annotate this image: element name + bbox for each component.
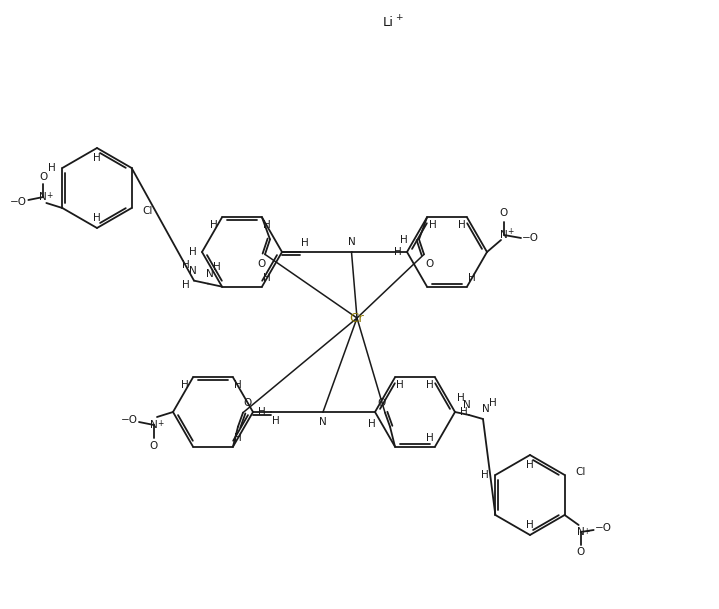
Text: H: H <box>457 393 465 403</box>
Text: H: H <box>263 220 271 230</box>
Text: H: H <box>182 280 190 290</box>
Text: N: N <box>347 237 355 247</box>
Text: O: O <box>577 547 585 557</box>
Text: O: O <box>425 259 433 269</box>
Text: H: H <box>468 273 476 283</box>
Text: −O: −O <box>121 415 137 425</box>
Text: H: H <box>93 153 101 163</box>
Text: H: H <box>93 213 101 223</box>
Text: H: H <box>263 273 271 283</box>
Text: N: N <box>482 404 490 414</box>
Text: H: H <box>189 247 197 257</box>
Text: H: H <box>394 247 402 257</box>
Text: O: O <box>500 208 508 218</box>
Text: N: N <box>40 192 47 202</box>
Text: N: N <box>206 269 214 279</box>
Text: Li: Li <box>383 15 393 29</box>
Text: +: + <box>157 420 163 429</box>
Text: H: H <box>210 220 218 230</box>
Text: H: H <box>48 163 56 173</box>
Text: O: O <box>40 172 47 182</box>
Text: H: H <box>400 235 408 245</box>
Text: −O: −O <box>10 197 27 207</box>
Text: +: + <box>583 527 590 535</box>
Text: H: H <box>181 381 189 390</box>
Text: N: N <box>150 420 158 430</box>
Text: Cl: Cl <box>575 467 586 477</box>
Text: H: H <box>482 470 489 480</box>
Text: Cl: Cl <box>142 206 153 216</box>
Text: +: + <box>507 228 513 236</box>
Text: H: H <box>426 432 434 443</box>
Text: +: + <box>395 13 403 21</box>
Text: H: H <box>234 381 242 390</box>
Text: H: H <box>258 407 266 417</box>
Text: H: H <box>272 416 280 426</box>
Text: H: H <box>526 460 534 470</box>
Text: O: O <box>258 259 266 269</box>
Text: H: H <box>429 220 437 230</box>
Text: −O: −O <box>595 523 612 533</box>
Text: H: H <box>526 520 534 530</box>
Text: H: H <box>426 381 434 390</box>
Text: H: H <box>368 419 376 429</box>
Text: N: N <box>577 527 585 537</box>
Text: H: H <box>182 259 190 270</box>
Text: N: N <box>463 400 471 410</box>
Text: O: O <box>150 441 158 451</box>
Text: N: N <box>189 266 197 276</box>
Text: H: H <box>213 262 221 272</box>
Text: Cr: Cr <box>349 311 365 325</box>
Text: N: N <box>500 230 508 240</box>
Text: O: O <box>243 398 251 407</box>
Text: H: H <box>460 407 468 417</box>
Text: H: H <box>396 381 404 390</box>
Text: H: H <box>458 220 466 230</box>
Text: N: N <box>319 417 327 427</box>
Text: +: + <box>46 191 52 200</box>
Text: −O: −O <box>521 233 539 243</box>
Text: H: H <box>234 432 242 443</box>
Text: H: H <box>489 398 497 408</box>
Text: O: O <box>377 398 385 407</box>
Text: H: H <box>301 238 309 248</box>
